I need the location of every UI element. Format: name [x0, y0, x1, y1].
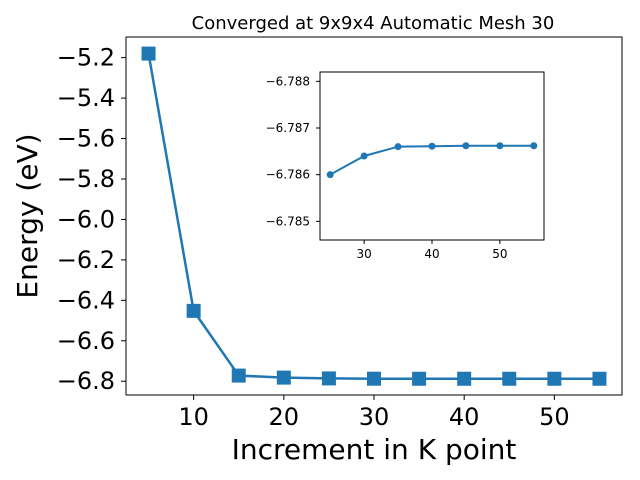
inset-data-point: [394, 143, 402, 151]
main-x-tick-label: 50: [539, 403, 570, 431]
main-y-tick-label: −5.4: [57, 84, 115, 112]
main-data-point: [367, 371, 381, 386]
main-data-point: [321, 371, 336, 386]
inset-x-tick-label: 40: [424, 247, 439, 261]
inset-y-tick-label: −6.785: [266, 214, 310, 228]
inset-data-point: [428, 142, 436, 150]
main-x-tick-label: 20: [269, 403, 300, 431]
main-x-tick-label: 30: [359, 403, 390, 431]
inset-y-tick-label: −6.787: [266, 121, 310, 135]
main-y-tick-label: −6.4: [57, 286, 115, 314]
main-data-point: [186, 303, 201, 318]
inset-y-tick-label: −6.786: [266, 168, 310, 182]
main-data-point: [141, 46, 156, 61]
main-y-tick-label: −5.8: [57, 165, 115, 193]
main-y-tick-label: −6.2: [57, 246, 115, 274]
inset-x-tick-label: 30: [356, 247, 371, 261]
x-axis-label: Increment in K point: [232, 433, 517, 466]
main-data-point: [231, 368, 246, 383]
main-y-tick-label: −6.6: [57, 327, 115, 355]
inset-data-point: [326, 171, 334, 179]
inset-data-point: [360, 152, 368, 160]
chart-title: Converged at 9x9x4 Automatic Mesh 30: [192, 13, 555, 34]
inset-plot-area: 30 40 50 −6.788 −6.787 −6.786 −6.785: [266, 71, 545, 261]
y-axis-label: Energy (eV): [11, 133, 44, 298]
inset-x-tick-label: 50: [492, 247, 507, 261]
main-data-point: [457, 371, 472, 386]
main-y-tick-label: −5.6: [57, 125, 115, 153]
main-data-point: [412, 371, 427, 386]
inset-data-point: [530, 142, 538, 150]
main-y-tick-label: −5.2: [57, 44, 115, 72]
inset-y-tick-label: −6.788: [266, 74, 310, 88]
main-y-tick-label: −6.0: [57, 205, 115, 233]
main-data-point: [502, 371, 517, 386]
main-x-tick-label: 10: [178, 403, 209, 431]
main-data-point: [276, 370, 291, 385]
main-data-point: [592, 371, 607, 386]
inset-data-point: [462, 142, 470, 150]
main-x-tick-label: 40: [449, 403, 480, 431]
inset-data-point: [496, 142, 504, 150]
main-data-point: [547, 371, 562, 386]
main-y-tick-label: −6.8: [57, 367, 115, 395]
main-plot-area: 10 20 30 40 50 −6.8 −6.6 −6.4 −6.2 −6.0 −5.8 −5.6 −5…: [57, 36, 623, 431]
